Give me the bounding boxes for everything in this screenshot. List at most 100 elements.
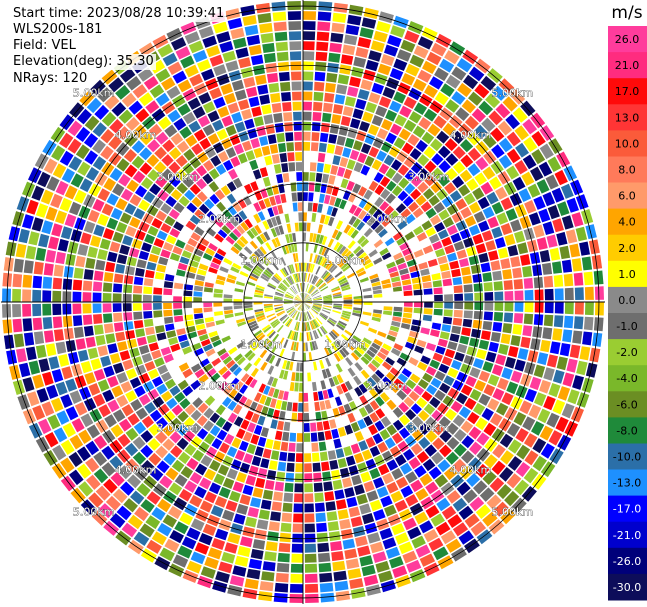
ppi-gate-bin <box>277 461 287 472</box>
ppi-gate-bin <box>60 439 75 455</box>
ppi-gate-bin <box>295 297 303 302</box>
ppi-gate-bin <box>437 338 448 348</box>
ppi-gate-bin <box>183 290 193 297</box>
ppi-gate-bin <box>262 561 276 572</box>
ppi-gate-bin <box>463 192 476 205</box>
ppi-gate-bin <box>257 211 266 221</box>
ppi-gate-bin <box>294 493 303 503</box>
ppi-gate-bin <box>309 253 313 263</box>
ppi-gate-bin <box>437 402 449 415</box>
ppi-gate-bin <box>257 84 269 95</box>
ppi-gate-bin <box>180 466 194 479</box>
ppi-gate-bin <box>313 319 319 328</box>
ppi-gate-bin <box>375 396 385 407</box>
ppi-gate-bin <box>346 342 355 351</box>
ppi-gate-bin <box>183 284 194 291</box>
ppi-gate-bin <box>423 146 436 159</box>
ppi-gate-bin <box>303 342 306 352</box>
ppi-gate-bin <box>217 464 230 476</box>
ppi-gate-bin <box>413 102 428 115</box>
ppi-gate-bin <box>204 468 216 481</box>
ppi-gate-bin <box>173 302 182 309</box>
ppi-gate-bin <box>72 291 82 302</box>
ppi-gate-bin <box>223 298 233 302</box>
ppi-gate-bin <box>235 428 246 439</box>
ppi-gate-bin <box>504 291 514 301</box>
ppi-gate-bin <box>547 156 562 172</box>
ppi-gate-bin <box>303 121 312 131</box>
ppi-gate-bin <box>398 128 411 141</box>
ppi-gate-bin <box>118 173 131 187</box>
ppi-gate-bin <box>53 329 64 342</box>
ppi-gate-bin <box>83 397 97 412</box>
ppi-gate-bin <box>591 254 603 270</box>
ppi-gate-bin <box>292 253 297 263</box>
ppi-gate-bin <box>295 296 303 302</box>
ppi-gate-bin <box>312 305 322 309</box>
ppi-gate-bin <box>271 344 278 354</box>
ppi-gate-bin <box>110 207 123 220</box>
ppi-gate-bin <box>412 283 422 290</box>
ppi-gate-bin <box>482 470 497 485</box>
ppi-gate-bin <box>205 247 216 257</box>
ppi-gate-bin <box>292 310 298 319</box>
ppi-gate-bin <box>216 248 227 257</box>
ppi-gate-bin <box>327 238 335 248</box>
ppi-gate-bin <box>296 263 300 272</box>
ppi-gate-bin <box>271 377 278 388</box>
ppi-gate-bin <box>463 489 478 504</box>
ppi-gate-bin <box>291 543 303 553</box>
ppi-gate-bin <box>333 2 348 13</box>
ppi-gate-bin <box>581 377 594 393</box>
ppi-gate-bin <box>473 480 488 495</box>
colorbar-bin <box>608 339 647 366</box>
ppi-gate-bin <box>227 584 243 597</box>
ppi-gate-bin <box>439 58 455 73</box>
ppi-gate-bin <box>2 272 13 287</box>
ppi-gate-bin <box>160 249 171 259</box>
ppi-gate-bin <box>103 478 118 494</box>
ppi-gate-bin <box>183 417 195 429</box>
ppi-gate-bin <box>212 339 222 348</box>
ppi-gate-bin <box>333 303 343 306</box>
ppi-gate-bin <box>362 287 372 292</box>
ppi-gate-bin <box>210 505 224 518</box>
ppi-gate-bin <box>482 206 495 219</box>
ppi-gate-bin <box>494 237 506 249</box>
ppi-gate-bin <box>511 497 527 514</box>
ppi-gate-bin <box>438 363 450 374</box>
ppi-gate-bin <box>240 67 254 78</box>
ppi-gate-bin <box>419 520 434 534</box>
ppi-gate-bin <box>342 310 352 315</box>
ppi-gate-bin <box>147 388 160 401</box>
ppi-gate-bin <box>506 165 520 180</box>
ppi-gate-bin <box>329 459 339 470</box>
ppi-gate-bin <box>471 108 486 123</box>
ppi-gate-bin <box>269 144 279 154</box>
ppi-gate-bin <box>315 234 321 244</box>
ppi-gate-bin <box>518 188 532 202</box>
ppi-gate-bin <box>156 332 167 341</box>
ppi-gate-bin <box>396 389 407 401</box>
ppi-gate-bin <box>423 403 436 415</box>
range-ring-label: 2.00km <box>366 212 408 225</box>
ppi-gate-bin <box>244 24 259 36</box>
ppi-gate-bin <box>284 213 290 223</box>
ppi-gate-bin <box>341 312 351 317</box>
ppi-gate-bin <box>384 504 397 517</box>
ppi-gate-bin <box>148 123 163 138</box>
ppi-gate-bin <box>154 271 165 280</box>
ppi-gate-bin <box>233 404 243 415</box>
ppi-gate-bin <box>532 264 543 277</box>
ppi-gate-bin <box>33 261 44 275</box>
ppi-gate-bin <box>446 437 460 450</box>
ppi-gate-bin <box>82 314 93 325</box>
ppi-gate-bin <box>225 221 235 231</box>
ppi-gate-bin <box>355 535 368 547</box>
ppi-gate-bin <box>303 302 311 308</box>
ppi-gate-bin <box>236 472 247 483</box>
ppi-gate-bin <box>572 375 584 390</box>
ppi-gate-bin <box>45 206 58 221</box>
ppi-gate-bin <box>468 66 485 82</box>
